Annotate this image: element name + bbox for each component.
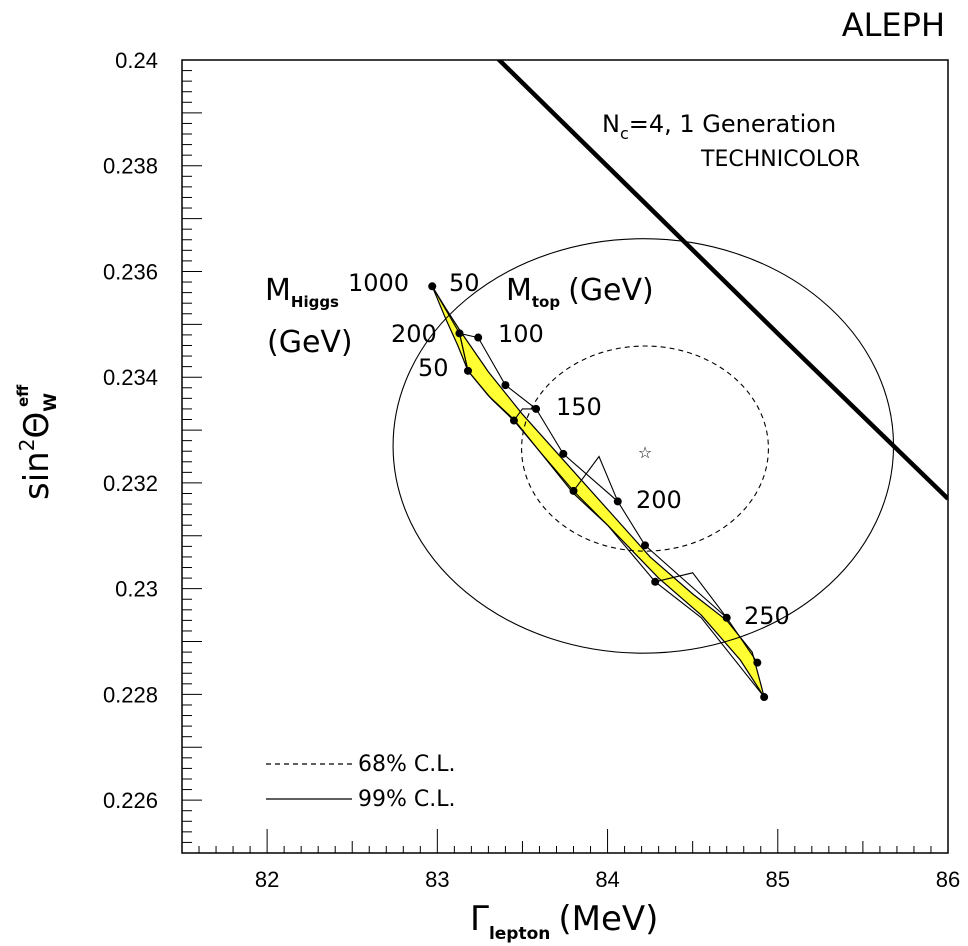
mhiggs-sub: Higgs: [291, 293, 339, 311]
y-axis-label: sin2ΘWeff: [14, 384, 61, 500]
prediction-point-14: [760, 693, 769, 702]
prediction-point-9: [613, 497, 622, 506]
x-axis-label-sub: lepton: [489, 924, 550, 944]
nc-sub: c: [620, 124, 629, 143]
prediction-point-6: [532, 404, 541, 413]
x-axis-ticks: 82 83 84 85 86: [198, 829, 960, 892]
technicolor-curve: [495, 60, 948, 501]
mhiggs-label: MHiggs: [265, 273, 339, 311]
y-tick-label: 0.234: [103, 365, 158, 390]
mtop-unit: (GeV): [568, 273, 654, 308]
prediction-point-13: [753, 658, 762, 667]
y-axis-label-pre: sin: [17, 451, 57, 500]
top-line-0: [431, 286, 460, 334]
legend: 68% C.L. 99% C.L.: [266, 752, 456, 812]
y-axis-label-sup1: 2: [15, 439, 39, 452]
mtop-sub: top: [532, 293, 560, 311]
nc-rest: =4, 1 Generation: [629, 110, 836, 138]
mtop-label: Mtop (GeV): [506, 273, 654, 311]
nc-main: N: [602, 110, 620, 138]
prediction-point-11: [651, 577, 660, 586]
mhiggs-main: M: [265, 273, 291, 308]
plot-frame: [181, 59, 949, 854]
prediction-point-12: [722, 613, 731, 622]
legend-label-68: 68% C.L.: [358, 752, 456, 777]
top-value-150: 150: [556, 393, 602, 421]
top-value-200: 200: [636, 486, 682, 514]
x-axis-label-unit: (MeV): [558, 899, 658, 939]
prediction-point-2: [474, 333, 483, 342]
x-tick-label: 83: [425, 867, 449, 892]
mtop-main: M: [506, 273, 532, 308]
technicolor-label-line2: TECHNICOLOR: [700, 147, 860, 172]
prediction-point-0: [428, 282, 437, 291]
top-value-50: 50: [449, 269, 480, 297]
y-tick-label: 0.236: [103, 259, 158, 284]
experiment-label: ALEPH: [842, 6, 945, 44]
y-axis-ticks: 0.226 0.228 0.23 0.232 0.234 0.236 0.238 0.24: [103, 48, 202, 843]
prediction-point-8: [569, 486, 578, 495]
prediction-points: [428, 282, 769, 702]
x-axis-label: Γlepton (MeV): [470, 899, 658, 944]
top-line-4: [655, 572, 728, 619]
top-value-100: 100: [498, 320, 544, 348]
y-tick-label: 0.228: [103, 682, 158, 707]
technicolor-clip-group: [495, 60, 948, 501]
top-value-250: 250: [744, 602, 790, 630]
y-tick-label: 0.23: [115, 577, 158, 602]
higgs-line-0: [477, 337, 758, 664]
y-axis-label-sup2: eff: [14, 384, 32, 407]
y-tick-label: 0.232: [103, 471, 158, 496]
x-tick-label: 82: [255, 867, 279, 892]
x-tick-label: 86: [936, 867, 960, 892]
plot-area: ☆ 82 83 84 85 86 0.2260.2280.230.2320.2340.2…: [103, 48, 960, 892]
prediction-point-4: [501, 381, 510, 390]
prediction-point-5: [509, 416, 518, 425]
higgs-value-1000: 1000: [348, 269, 409, 297]
prediction-point-7: [559, 449, 568, 458]
higgs-value-50: 50: [418, 354, 449, 382]
y-tick-label: 0.226: [103, 788, 158, 813]
y-axis-label-sub: W: [41, 393, 61, 412]
y-tick-label: 0.24: [115, 48, 158, 73]
prediction-point-3: [463, 366, 472, 375]
prediction-point-1: [455, 329, 464, 338]
measurement-star: ☆: [638, 443, 652, 462]
higgs-line-1: [458, 333, 765, 698]
technicolor-label-line1: Nc=4, 1 Generation: [602, 110, 836, 143]
y-axis-label-theta: Θ: [17, 412, 57, 439]
higgs-value-200: 200: [391, 320, 437, 348]
y-tick-label: 0.238: [103, 154, 158, 179]
top-line-3: [573, 455, 619, 502]
technicolor-line: [495, 60, 948, 501]
legend-label-99: 99% C.L.: [358, 787, 456, 812]
x-tick-label: 84: [595, 867, 619, 892]
sm-prediction-band: [431, 285, 765, 698]
sm-band-fill: [431, 285, 765, 698]
mhiggs-unit: (GeV): [267, 325, 353, 360]
x-tick-label: 85: [766, 867, 790, 892]
x-axis-label-main: Γ: [470, 899, 489, 939]
prediction-point-10: [641, 541, 650, 550]
contour-68: [521, 345, 769, 552]
